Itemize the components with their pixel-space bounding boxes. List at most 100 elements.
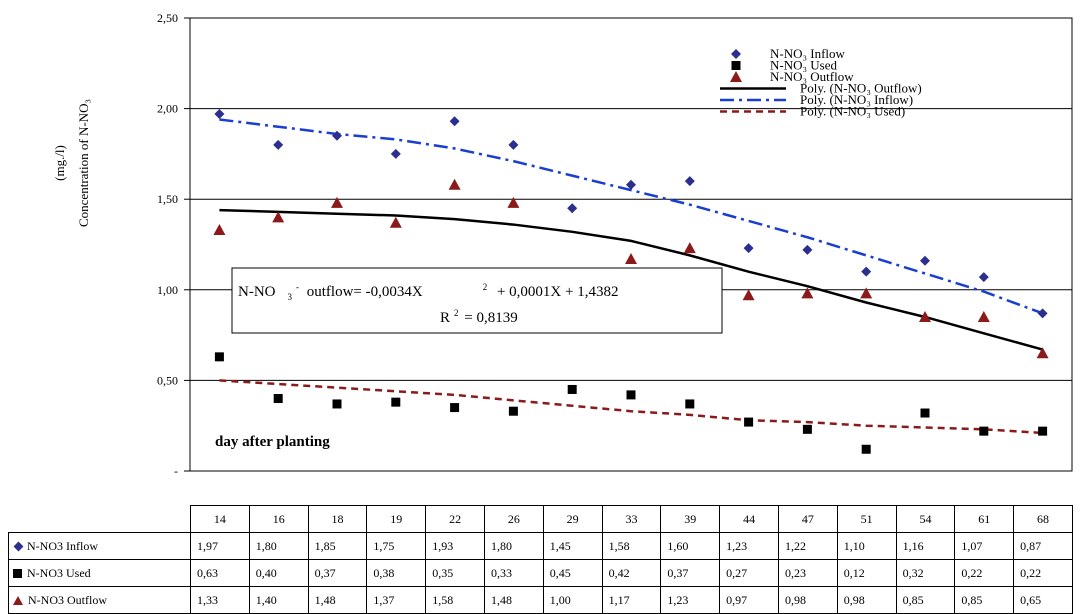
y-axis-label-line-2: (mg./l) xyxy=(51,145,67,181)
data-point-square xyxy=(920,408,930,418)
data-point-square xyxy=(332,399,342,409)
data-point-diamond xyxy=(978,272,989,283)
data-point-diamond xyxy=(920,255,930,266)
row-label-text: N-NO3 Inflow xyxy=(27,538,98,553)
x-tick-label: 22 xyxy=(425,505,485,533)
table-header-row: 14 16 18 19 22 26 29 33 39 44 47 51 54 61 68 xyxy=(8,505,1073,533)
table-cell: 1,80 xyxy=(248,532,309,560)
table-cell: 1,97 xyxy=(190,532,250,560)
data-point-diamond xyxy=(449,116,460,127)
data-point-triangle xyxy=(625,252,637,264)
trendline-2 xyxy=(219,379,1043,435)
table-cell: 1,16 xyxy=(895,532,956,560)
data-point-diamond xyxy=(273,139,284,150)
data-point-square xyxy=(1038,426,1048,436)
legend-label: N-NO₃ Inflow xyxy=(770,46,846,61)
y-tick-label: - xyxy=(174,464,178,478)
legend-label: Poly. (N-NO₃ Used) xyxy=(800,104,905,119)
equation-frame xyxy=(231,267,723,334)
table-cell: 1,75 xyxy=(366,532,427,560)
legend-marker xyxy=(730,71,742,82)
y-tick-label: 1,00 xyxy=(157,283,178,297)
table-cell: 0,32 xyxy=(895,559,956,587)
table-cell: 1,22 xyxy=(777,532,838,560)
x-tick-label: 51 xyxy=(836,505,897,533)
y-tick-label: 0,50 xyxy=(157,373,178,387)
data-point-triangle xyxy=(272,211,285,223)
y-axis-label: Concentration of N-NO₃ (mg./l) xyxy=(40,99,130,235)
equation-box: N-NO 3- outflow= -0,0034X 2 + 0,0001X + 1,… xyxy=(231,267,723,334)
data-point-diamond xyxy=(508,139,519,150)
row-label: N-NO3 Inflow xyxy=(8,532,191,560)
y-tick-label: 2,00 xyxy=(157,102,178,116)
table-cell: 0,87 xyxy=(1013,532,1073,560)
x-tick-label: 19 xyxy=(366,505,427,533)
data-point-diamond xyxy=(1037,308,1048,319)
table-cell: 1,40 xyxy=(248,586,309,614)
table-cell: 0,22 xyxy=(1013,559,1073,587)
row-label-text: N-NO3 Used xyxy=(27,565,91,580)
square-marker-icon xyxy=(13,569,22,579)
x-tick-label: 68 xyxy=(1013,505,1073,533)
table-cell: 1,48 xyxy=(483,586,544,614)
data-point-square xyxy=(508,406,518,416)
table-cell: 0,42 xyxy=(601,559,662,587)
data-point-square xyxy=(273,394,283,404)
table-row: N-NO3 Outflow 1,33 1,40 1,48 1,37 1,58 1,48 1,0… xyxy=(8,586,1073,614)
data-point-square xyxy=(214,352,224,362)
data-point-triangle xyxy=(213,224,226,236)
data-point-square xyxy=(861,444,871,454)
data-point-diamond xyxy=(567,203,578,214)
day-after-planting-label: day after planting xyxy=(215,434,330,450)
y-tick-label: 2,50 xyxy=(157,11,178,25)
data-point-triangle xyxy=(1036,347,1049,359)
triangle-marker-icon xyxy=(13,596,23,606)
x-tick-label: 16 xyxy=(248,505,309,533)
data-point-square xyxy=(567,384,577,394)
data-point-triangle xyxy=(331,196,343,208)
data-markers xyxy=(213,109,1049,454)
data-point-square xyxy=(979,426,989,436)
table-cell: 1,33 xyxy=(190,586,250,614)
table-cell: 0,37 xyxy=(660,559,721,587)
table-cell: 1,60 xyxy=(660,532,721,560)
x-tick-label: 26 xyxy=(483,505,544,533)
table-cell: 1,17 xyxy=(601,586,662,614)
data-point-diamond xyxy=(684,176,695,187)
row-label-text: N-NO3 Outflow xyxy=(28,592,107,607)
table-cell: 0,63 xyxy=(190,559,250,587)
x-tick-label: 33 xyxy=(601,505,662,533)
table-cell: 1,23 xyxy=(660,586,721,614)
table-cell: 1,85 xyxy=(307,532,368,560)
x-tick-label: 29 xyxy=(542,505,603,533)
legend-label: Poly. (N-NO₃ Inflow) xyxy=(800,92,913,107)
table-cell: 0,37 xyxy=(307,559,368,587)
data-point-square xyxy=(391,397,401,407)
legend-label: N-NO₃ Used xyxy=(770,58,837,73)
trendline-1 xyxy=(219,118,1044,315)
table-cell: 0,33 xyxy=(483,559,544,587)
data-point-triangle xyxy=(801,287,814,299)
table-cell: 0,85 xyxy=(895,586,956,614)
table-row: N-NO3 Inflow 1,97 1,80 1,85 1,75 1,93 1,80 1,45… xyxy=(8,532,1073,560)
table-cell: 0,98 xyxy=(836,586,897,614)
table-cell: 0,40 xyxy=(248,559,309,587)
data-point-square xyxy=(450,403,460,413)
trendlines xyxy=(219,118,1044,435)
table-cell: 0,23 xyxy=(777,559,838,587)
table-cell: 1,45 xyxy=(542,532,603,560)
table-cell: 1,48 xyxy=(307,586,368,614)
table-cell: 1,07 xyxy=(954,532,1015,560)
equation-line-1: N-NO 3- outflow= -0,0034X 2 + 0,0001X + 1,… xyxy=(238,282,618,302)
data-point-triangle xyxy=(860,287,873,299)
data-point-triangle xyxy=(683,242,696,254)
table-cell: 0,38 xyxy=(366,559,427,587)
chart-plot: 2,502,001,501,000,50- N-NO₃ InflowN-NO₃ … xyxy=(157,11,1073,478)
data-point-diamond xyxy=(332,130,342,141)
table-cell: 0,65 xyxy=(1013,586,1073,614)
table-row: N-NO3 Used 0,63 0,40 0,37 0,38 0,35 0,33 0,45 0,… xyxy=(8,559,1073,587)
data-point-triangle xyxy=(448,178,461,190)
x-tick-label: 44 xyxy=(719,505,779,533)
table-cell: 1,58 xyxy=(425,586,485,614)
